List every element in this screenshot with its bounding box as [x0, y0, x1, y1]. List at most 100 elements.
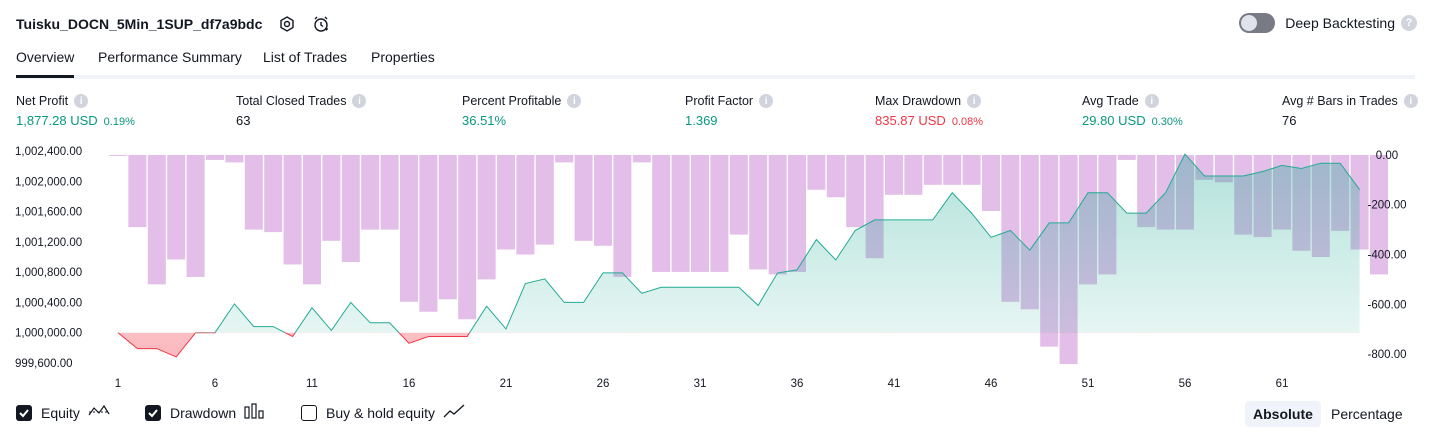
tab-list-of-trades[interactable]: List of Trades — [263, 49, 348, 65]
legend-equity-label: Equity — [41, 404, 80, 421]
metric-value: 1.369 — [685, 113, 718, 128]
legend-equity[interactable]: Equity — [16, 403, 110, 422]
drawdown-bar — [147, 154, 166, 285]
tab-performance-summary[interactable]: Performance Summary — [98, 49, 242, 65]
x-axis-tick: 51 — [1082, 378, 1095, 390]
x-axis-tick: 16 — [403, 378, 416, 390]
checkbox-unchecked[interactable] — [301, 404, 317, 421]
x-axis-tick: 31 — [694, 378, 707, 390]
drawdown-bar — [982, 154, 1000, 211]
tab-properties[interactable]: Properties — [371, 49, 435, 65]
drawdown-bar — [555, 154, 574, 163]
drawdown-bar — [632, 154, 651, 163]
x-axis-tick: 6 — [212, 378, 218, 390]
drawdown-bar — [904, 154, 923, 195]
equity-series — [117, 153, 1361, 358]
drawdown-bar — [400, 154, 418, 302]
drawdown-bar — [768, 154, 787, 275]
help-icon[interactable]: ? — [1401, 15, 1417, 31]
equity-drawdown-chart[interactable]: 1,002,400.00 1,002,000.00 1,001,600.00 1,00… — [0, 138, 1431, 396]
drawdown-bar — [303, 154, 321, 285]
drawdown-bar — [1370, 154, 1388, 275]
right-axis-tick: -200.00 — [1367, 200, 1406, 212]
drawdown-bar — [380, 154, 399, 230]
metric-net-profit: Net Profit i 1,877.28 USD 0.19% — [16, 94, 135, 128]
right-axis: 0.00 -200.00 -400.00 -600.00 -800.00 — [1367, 150, 1406, 361]
left-axis-tick: 1,001,600.00 — [15, 207, 82, 219]
checkbox-checked[interactable] — [16, 404, 32, 421]
info-icon[interactable]: i — [567, 94, 582, 108]
deep-backtesting-toggle[interactable] — [1239, 13, 1276, 33]
info-icon[interactable]: i — [1403, 94, 1418, 108]
drawdown-bar — [729, 154, 748, 235]
right-axis-tick: -800.00 — [1367, 349, 1406, 361]
drawdown-bar — [962, 154, 981, 185]
metric-max-drawdown: Max Drawdown i 835.87 USD 0.08% — [875, 94, 983, 128]
drawdown-bar — [341, 154, 360, 262]
info-icon[interactable]: i — [759, 94, 774, 108]
drawdown-bar — [923, 154, 942, 185]
drawdown-bar — [1117, 154, 1136, 160]
x-axis: 1 6 11 16 21 26 31 36 41 46 51 56 61 — [115, 378, 1289, 390]
percentage-button[interactable]: Percentage — [1331, 406, 1403, 422]
drawdown-bar — [477, 154, 496, 280]
absolute-button[interactable]: Absolute — [1245, 401, 1321, 427]
info-icon[interactable]: i — [967, 94, 982, 108]
drawdown-bar — [788, 154, 806, 272]
left-axis-tick: 1,000,400.00 — [15, 297, 82, 309]
equity-line-icon — [88, 403, 110, 422]
drawdown-bar — [826, 154, 845, 198]
info-icon[interactable]: i — [352, 94, 367, 108]
metric-value: 1,877.28 USD — [16, 113, 98, 128]
legend-drawdown-label: Drawdown — [170, 404, 237, 421]
drawdown-bar — [671, 154, 690, 272]
legend-buy-hold[interactable]: Buy & hold equity — [301, 403, 465, 422]
drawdown-bar — [652, 154, 671, 272]
drawdown-bar — [943, 154, 962, 185]
info-icon[interactable]: i — [1144, 94, 1159, 108]
drawdown-bar — [710, 154, 729, 272]
metric-percent: 0.19% — [103, 116, 135, 128]
left-axis-tick: 1,002,000.00 — [15, 176, 82, 188]
drawdown-bars-icon — [244, 403, 264, 422]
alert-clock-icon[interactable] — [312, 15, 330, 33]
drawdown-bar — [885, 154, 903, 195]
right-axis-tick: 0.00 — [1376, 150, 1398, 162]
toggle-knob — [1241, 15, 1258, 31]
left-axis-tick: 1,000,000.00 — [15, 328, 82, 340]
equity-area-positive — [215, 154, 1360, 333]
metric-value: 29.80 USD — [1082, 113, 1146, 128]
metric-value: 835.87 USD — [875, 113, 946, 128]
metric-value: 63 — [236, 113, 251, 128]
legend-buy-hold-label: Buy & hold equity — [326, 404, 435, 421]
drawdown-bar — [497, 154, 515, 250]
equity-line-positive — [118, 153, 1361, 333]
checkbox-checked[interactable] — [145, 404, 161, 421]
drawdown-bar — [361, 154, 380, 230]
right-axis-tick: -400.00 — [1367, 250, 1406, 262]
drawdown-bar — [186, 154, 205, 277]
metric-percent: 0.08% — [951, 116, 984, 128]
buy-hold-line-icon — [443, 403, 465, 422]
drawdown-bar — [244, 154, 263, 230]
drawdown-bar — [109, 154, 127, 156]
metric-percent: 0.30% — [1151, 116, 1183, 128]
deep-backtesting-control: Deep Backtesting ? — [1239, 13, 1417, 33]
info-icon[interactable]: i — [74, 94, 89, 108]
x-axis-tick: 61 — [1276, 378, 1289, 390]
drawdown-bar — [283, 154, 302, 265]
legend-drawdown[interactable]: Drawdown — [145, 403, 264, 422]
drawdown-bar — [458, 154, 477, 320]
drawdown-bar — [264, 154, 283, 233]
drawdown-bar — [574, 154, 593, 241]
metric-avg-trade: Avg Trade i 29.80 USD 0.30% — [1082, 94, 1183, 128]
settings-icon[interactable] — [278, 15, 296, 33]
metric-avg-bars-in-trades: Avg # Bars in Trades i 76 — [1282, 94, 1418, 128]
x-axis-tick: 21 — [500, 378, 513, 390]
metric-profit-factor: Profit Factor i 1.369 — [685, 94, 774, 128]
drawdown-bar — [438, 154, 457, 300]
strategy-title: Tuisku_DOCN_5Min_1SUP_df7a9bdc — [16, 16, 263, 32]
tab-overview[interactable]: Overview — [16, 44, 75, 78]
metric-label: Percent Profitable — [462, 94, 562, 108]
drawdown-bar — [846, 154, 865, 228]
